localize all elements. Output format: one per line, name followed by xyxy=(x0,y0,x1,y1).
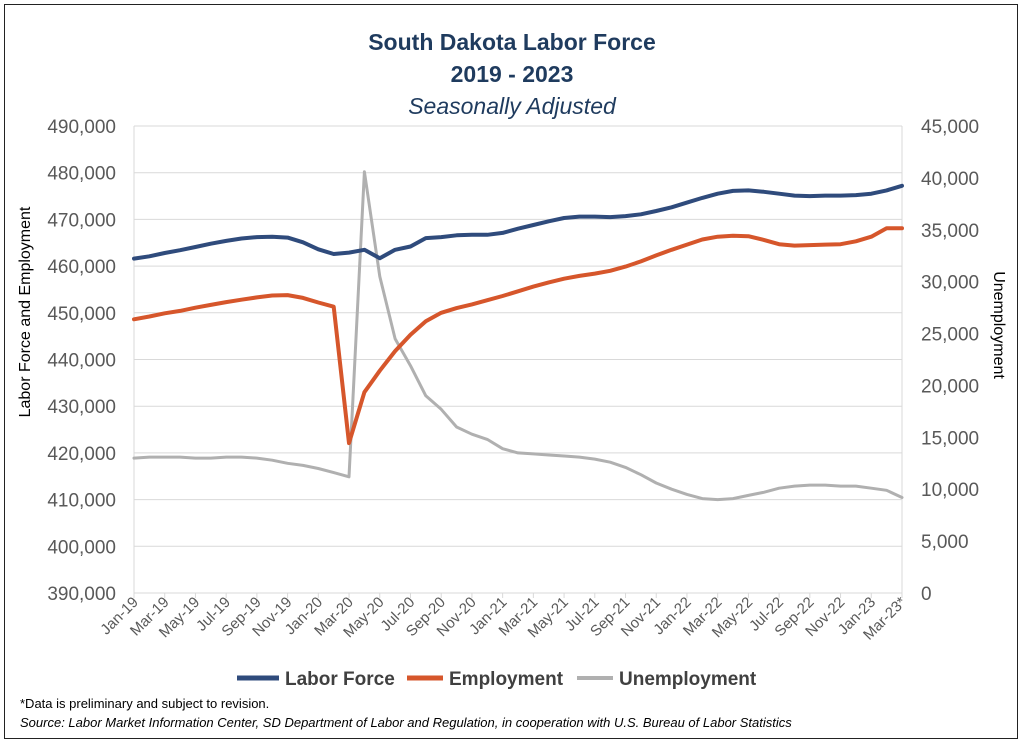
left-axis-ticks: 390,000 400,000 410,000 420,000 430,000 440,0… xyxy=(47,117,116,605)
y-tick-label: 390,000 xyxy=(47,584,116,605)
y-axis-title: Labor Force and Employment xyxy=(17,206,34,417)
chart-subtitle: Seasonally Adjusted xyxy=(408,93,616,119)
legend: Labor Force Employment Unemployment xyxy=(237,669,757,690)
y2-axis-title: Unemployment xyxy=(990,271,1007,379)
y2-tick-label: 30,000 xyxy=(921,273,979,294)
series-lines xyxy=(132,170,904,502)
y-tick-label: 470,000 xyxy=(47,210,116,231)
y-tick-label: 440,000 xyxy=(47,351,116,372)
y2-tick-label: 45,000 xyxy=(921,117,979,138)
y2-tick-label: 25,000 xyxy=(921,325,979,346)
y-tick-label: 480,000 xyxy=(47,164,116,185)
y2-tick-label: 0 xyxy=(921,584,932,605)
y-tick-label: 410,000 xyxy=(47,491,116,512)
y2-tick-label: 20,000 xyxy=(921,376,979,397)
chart-title-years: 2019 - 2023 xyxy=(450,61,574,87)
y2-tick-label: 40,000 xyxy=(921,169,979,190)
legend-label: Labor Force xyxy=(285,669,395,690)
y2-tick-label: 35,000 xyxy=(921,221,979,242)
y-tick-label: 460,000 xyxy=(47,257,116,278)
legend-label: Unemployment xyxy=(619,669,757,690)
y-tick-label: 400,000 xyxy=(47,537,116,558)
y2-tick-label: 10,000 xyxy=(921,480,979,501)
y-tick-label: 450,000 xyxy=(47,304,116,325)
legend-label: Employment xyxy=(449,669,564,690)
footnote: *Data is preliminary and subject to revi… xyxy=(20,696,270,711)
x-axis-ticks: Jan-19Mar-19May-19Jul-19Sep-19Nov-19Jan-… xyxy=(97,593,910,644)
y2-tick-label: 5,000 xyxy=(921,532,969,553)
y-tick-label: 430,000 xyxy=(47,397,116,418)
right-axis-ticks: 0 5,000 10,000 15,000 20,000 25,000 30,000 35,0… xyxy=(921,117,979,605)
source-note: Source: Labor Market Information Center,… xyxy=(20,715,792,730)
y2-tick-label: 15,000 xyxy=(921,428,979,449)
series-line-employment xyxy=(132,226,904,446)
gridlines xyxy=(133,125,903,594)
y-tick-label: 420,000 xyxy=(47,444,116,465)
chart-title: South Dakota Labor Force xyxy=(368,29,656,55)
series-line-labor-force xyxy=(132,183,904,261)
y-tick-label: 490,000 xyxy=(47,117,116,138)
series-line-unemployment xyxy=(132,170,904,502)
